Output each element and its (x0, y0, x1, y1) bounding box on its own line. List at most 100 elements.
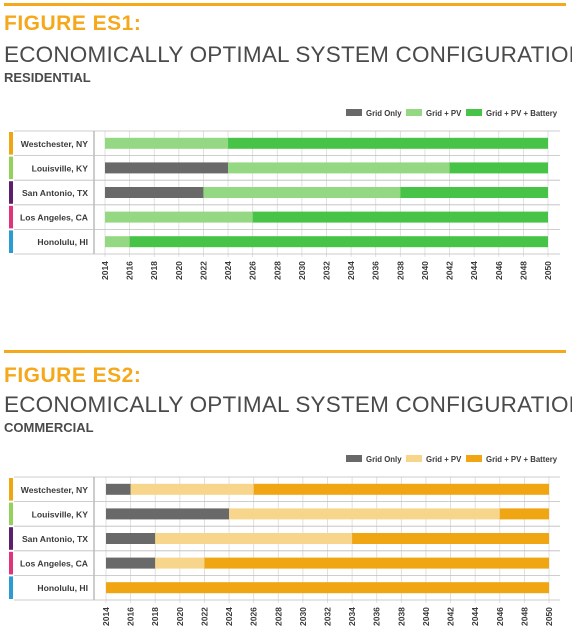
x-tick-label: 2050 (544, 607, 554, 626)
category-label: Honolulu, HI (37, 583, 88, 593)
x-tick-label: 2032 (322, 261, 332, 280)
bar-segment (105, 236, 130, 248)
x-tick-label: 2046 (495, 607, 505, 626)
figure-es1: FIGURE ES1: ECONOMICALLY OPTIMAL SYSTEM … (0, 0, 572, 320)
city-color-strip (9, 181, 13, 204)
figure-title: ECONOMICALLY OPTIMAL SYSTEM CONFIGURATIO… (4, 392, 572, 417)
x-tick-label: 2038 (395, 261, 405, 280)
bar-segment (129, 236, 548, 248)
city-color-strip (9, 502, 13, 526)
x-tick-label: 2018 (149, 261, 159, 280)
figure-title: ECONOMICALLY OPTIMAL SYSTEM CONFIGURATIO… (4, 42, 572, 67)
figure-subtitle: COMMERCIAL (4, 420, 94, 435)
legend-swatch (406, 109, 422, 116)
x-tick-label: 2020 (174, 261, 184, 280)
x-tick-label: 2014 (100, 261, 110, 280)
bar-segment (352, 533, 549, 544)
x-tick-label: 2044 (469, 261, 479, 280)
legend-label: Grid Only (366, 109, 402, 118)
city-color-strip (9, 156, 13, 180)
chart-commercial: Westchester, NY Louisville, KY San Antonio… (9, 455, 560, 626)
city-color-strip (9, 230, 13, 253)
legend-swatch (466, 109, 482, 116)
x-tick-label: 2014 (101, 607, 111, 626)
bar-segment (106, 533, 156, 544)
x-tick-label: 2048 (518, 261, 528, 280)
category-label: San Antonio, TX (22, 188, 88, 198)
legend-label: Grid + PV (426, 455, 462, 464)
bar-segment (499, 508, 549, 520)
x-tick-label: 2036 (371, 261, 381, 280)
legend-label: Grid + PV (426, 109, 462, 118)
x-tick-label: 2038 (396, 607, 406, 626)
x-tick-label: 2034 (347, 607, 357, 626)
category-label: Los Angeles, CA (20, 213, 88, 223)
bar-segment (106, 508, 230, 520)
x-tick-label: 2034 (346, 261, 356, 280)
x-tick-label: 2024 (223, 261, 233, 280)
x-tick-label: 2028 (272, 261, 282, 280)
bar-segment (204, 557, 549, 569)
x-tick-label: 2040 (420, 261, 430, 280)
bar-segment (203, 187, 401, 198)
bar-segment (106, 483, 131, 495)
legend-label: Grid Only (366, 455, 402, 464)
x-tick-label: 2044 (470, 607, 480, 626)
legend-swatch (466, 455, 482, 462)
x-tick-label: 2040 (421, 607, 431, 626)
bar-segment (105, 211, 253, 223)
city-color-strip (9, 551, 13, 575)
x-tick-label: 2016 (126, 607, 136, 626)
x-tick-label: 2024 (224, 607, 234, 626)
bar-segment (252, 211, 548, 223)
x-tick-label: 2042 (445, 261, 455, 280)
x-tick-label: 2030 (298, 607, 308, 626)
x-tick-label: 2050 (543, 261, 553, 280)
category-label: San Antonio, TX (22, 534, 88, 544)
x-tick-label: 2028 (273, 607, 283, 626)
bar-segment (449, 162, 548, 174)
city-color-strip (9, 527, 13, 550)
bar-segment (400, 187, 548, 198)
legend-label: Grid + PV + Battery (486, 455, 558, 464)
figure-es2: FIGURE ES2: ECONOMICALLY OPTIMAL SYSTEM … (0, 346, 572, 642)
legend-swatch (346, 109, 362, 116)
x-tick-label: 2026 (249, 607, 259, 626)
x-tick-label: 2016 (125, 261, 135, 280)
figure-subtitle: RESIDENTIAL (4, 70, 91, 85)
figure-top-rule (4, 350, 566, 353)
x-tick-label: 2026 (248, 261, 258, 280)
x-tick-label: 2030 (297, 261, 307, 280)
x-tick-label: 2022 (199, 607, 209, 626)
category-label: Los Angeles, CA (20, 559, 88, 569)
x-tick-label: 2048 (519, 607, 529, 626)
x-tick-label: 2020 (175, 607, 185, 626)
bar-segment (155, 533, 353, 544)
x-tick-label: 2018 (150, 607, 160, 626)
figure-top-rule (4, 3, 566, 6)
category-label: Westchester, NY (21, 485, 88, 495)
bar-segment (130, 483, 254, 495)
legend-label: Grid + PV + Battery (486, 109, 558, 118)
x-tick-label: 2036 (372, 607, 382, 626)
bar-segment (106, 557, 156, 569)
bar-segment (228, 162, 450, 174)
x-tick-label: 2022 (198, 261, 208, 280)
x-tick-label: 2032 (323, 607, 333, 626)
chart-residential: Westchester, NY Louisville, KY San Antonio… (9, 109, 560, 280)
legend-swatch (406, 455, 422, 462)
figure-label: FIGURE ES1: (4, 12, 142, 35)
city-color-strip (9, 132, 13, 155)
city-color-strip (9, 205, 13, 229)
city-color-strip (9, 576, 13, 599)
category-label: Louisville, KY (32, 509, 89, 519)
bar-segment (105, 137, 229, 149)
bar-segment (105, 162, 229, 174)
bar-segment (155, 557, 205, 569)
bar-segment (228, 137, 549, 149)
category-label: Honolulu, HI (37, 237, 88, 247)
city-color-strip (9, 478, 13, 501)
legend-swatch (346, 455, 362, 462)
bar-segment (229, 508, 500, 520)
bar-segment (105, 187, 204, 198)
